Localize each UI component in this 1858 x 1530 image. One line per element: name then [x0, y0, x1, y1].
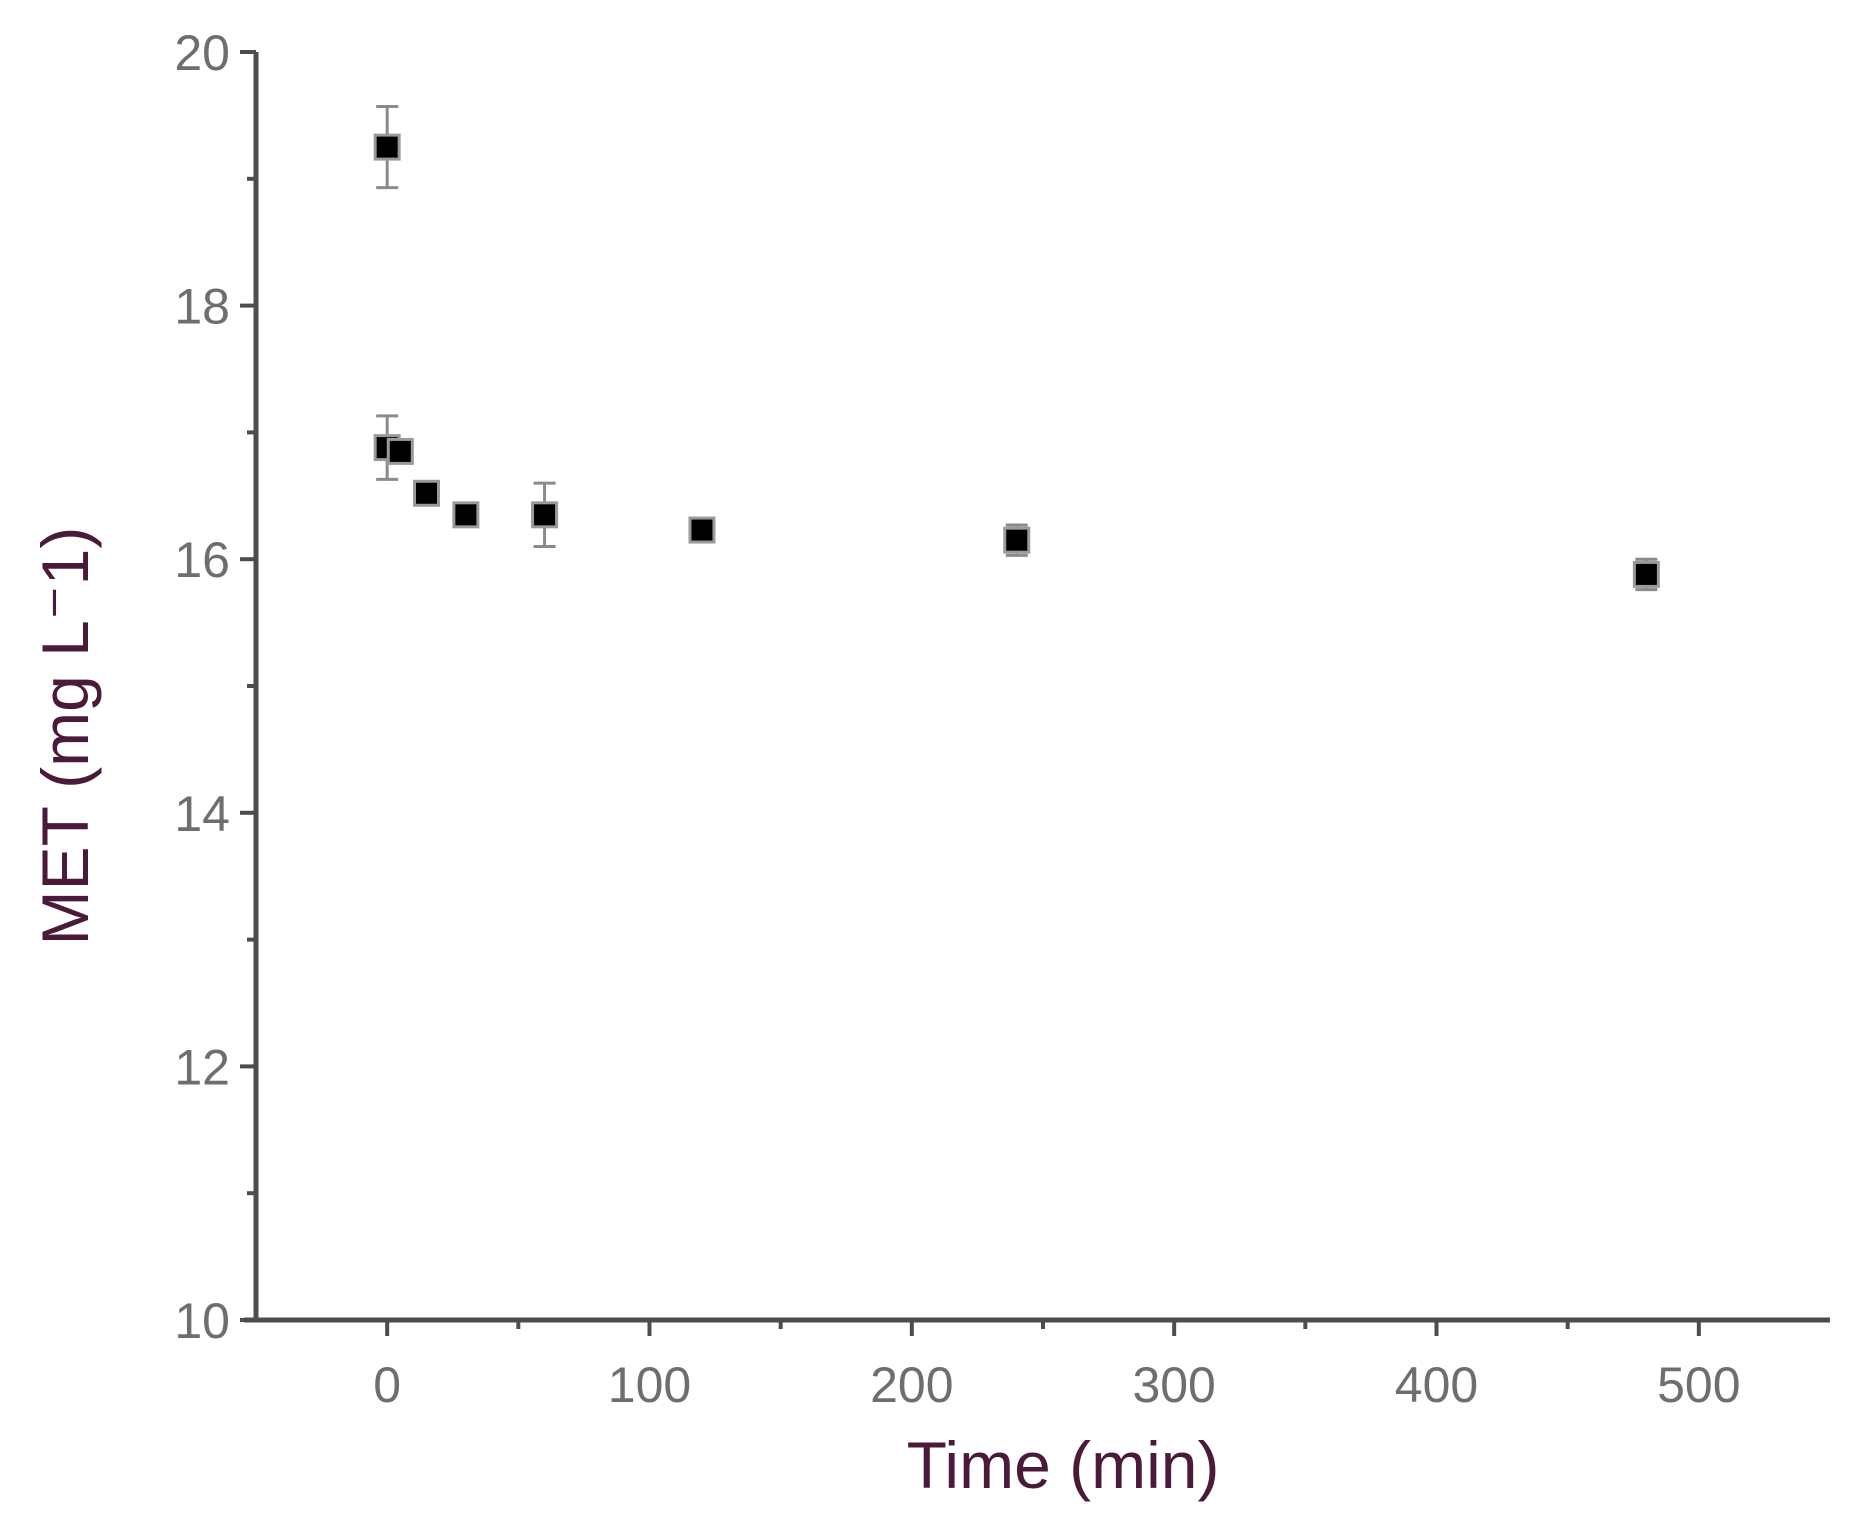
data-point — [452, 501, 480, 529]
y-tick-label: 10 — [174, 1293, 230, 1349]
y-tick-label: 16 — [174, 532, 230, 588]
y-tick-label: 20 — [174, 25, 230, 81]
y-tick-label: 12 — [174, 1039, 230, 1095]
data-point — [531, 501, 559, 529]
x-tick-label: 300 — [1132, 1357, 1215, 1413]
y-axis-title: MET (mg L⁻1) — [28, 527, 102, 946]
x-tick-label: 200 — [870, 1357, 953, 1413]
data-point — [413, 479, 441, 507]
x-tick-label: 500 — [1657, 1357, 1740, 1413]
data-point — [373, 133, 401, 161]
y-tick-label: 18 — [174, 279, 230, 335]
data-point — [688, 516, 716, 544]
x-tick-label: 0 — [373, 1357, 401, 1413]
x-tick-label: 100 — [608, 1357, 691, 1413]
data-point — [1003, 526, 1031, 554]
data-point — [1632, 560, 1660, 588]
data-points — [373, 133, 1660, 588]
x-axis-title: Time (min) — [907, 1428, 1220, 1502]
y-tick-label: 14 — [174, 786, 230, 842]
x-tick-label: 400 — [1395, 1357, 1478, 1413]
error-bars — [376, 105, 1658, 592]
data-point — [386, 437, 414, 465]
